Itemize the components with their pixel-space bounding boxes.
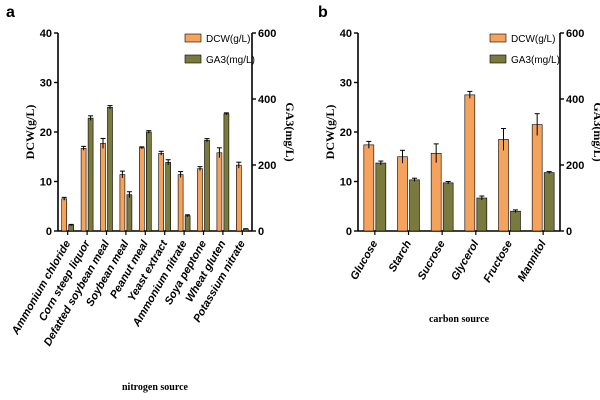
- panel-b-category-label: Glucose: [348, 239, 380, 283]
- panel-a-bar-dcw: [61, 198, 68, 232]
- panel-a-legend-swatch-ga3: [184, 54, 202, 64]
- panel-a-y-axis-title: DCW(g/L): [23, 105, 37, 160]
- panel-a-bar-dcw: [236, 164, 242, 232]
- panel-b-bar-ga3: [442, 182, 454, 232]
- panel-b-bar-ga3: [510, 210, 521, 232]
- panel-b-category-label: Glycerol: [449, 238, 482, 283]
- panel-b-y2-axis-title: GA3(mg/L): [591, 102, 600, 161]
- panel-b-legend-swatch-ga3: [489, 54, 507, 64]
- panel-a-bar-dcw: [139, 147, 145, 232]
- panel-b-right-tick-label: 200: [566, 160, 584, 172]
- panel-b-bar-ga3: [375, 162, 387, 232]
- panel-b-category-label: Mannitol: [516, 238, 549, 284]
- panel-b-category-label: Sucrose: [416, 239, 448, 283]
- panel-b-left-tick-label: 10: [340, 177, 352, 189]
- panel-a-bar-ga3: [184, 215, 191, 232]
- panel-a-legend-label-ga3: GA3(mg/L): [206, 55, 255, 66]
- panel-a-legend-swatch-dcw: [184, 33, 202, 43]
- panel-a-left-tick-label: 30: [40, 78, 52, 90]
- panel-b-legend: DCW(g/L) GA3(mg/L): [489, 33, 560, 66]
- panel-b-left-tick-label: 0: [346, 226, 352, 238]
- panel-a-bar-dcw: [100, 143, 106, 232]
- panel-a-legend-label-dcw: DCW(g/L): [206, 34, 250, 45]
- panel-a-label: a: [6, 4, 15, 21]
- panel-a-left-tick-label: 0: [46, 226, 52, 238]
- panel-a-bar-ga3: [204, 139, 210, 232]
- panel-b-bar-dcw: [430, 152, 442, 232]
- panel-b-right-tick-label: 600: [566, 28, 584, 40]
- panel-a-right-tick-label: 400: [258, 94, 276, 106]
- panel-a-bar-ga3: [165, 162, 171, 232]
- panel-b-right-tick-label: 0: [566, 226, 572, 238]
- panel-b-label: b: [318, 4, 328, 21]
- panel-a-left-tick-label: 40: [40, 28, 52, 40]
- panel-a-right-tick-label: 200: [258, 160, 276, 172]
- panel-a-bar-ga3: [126, 194, 133, 232]
- panel-b-bar-dcw: [531, 124, 543, 232]
- panel-a-legend: DCW(g/L) GA3(mg/L): [184, 33, 255, 66]
- panel-b-legend-label-ga3: GA3(mg/L): [511, 55, 560, 66]
- panel-b-left-tick-label: 40: [340, 28, 352, 40]
- panel-a-bar-dcw: [197, 168, 203, 232]
- panel-a-bar-ga3: [107, 106, 113, 232]
- panel-a-x-axis-title: nitrogen source: [122, 382, 189, 393]
- panel-b-bar-dcw: [464, 94, 476, 232]
- panel-a-bar-dcw: [158, 152, 164, 232]
- panel-a-bar-dcw: [80, 148, 87, 232]
- panel-a-left-tick-label: 10: [40, 177, 52, 189]
- panel-a-bar-ga3: [87, 117, 94, 232]
- panel-a-y2-axis-title: GA3(mg/L): [283, 102, 297, 161]
- panel-b-bar-ga3: [409, 179, 420, 232]
- panel-b-bar-dcw: [363, 144, 375, 232]
- panel-b-bar-dcw: [397, 156, 408, 232]
- panel-a-bar-dcw: [119, 174, 126, 232]
- panel-b-left-tick-label: 30: [340, 78, 352, 90]
- panel-a-left-tick-label: 20: [40, 127, 52, 139]
- panel-b-bar-ga3: [543, 172, 555, 232]
- panel-b-bar-dcw: [498, 139, 509, 232]
- panel-a-bar-dcw: [177, 174, 184, 232]
- panel-a-bar-ga3: [223, 113, 230, 232]
- panel-b-legend-label-dcw: DCW(g/L): [511, 34, 555, 45]
- panel-b-x-axis-title: carbon source: [429, 314, 490, 325]
- panel-b-y-axis-title: DCW(g/L): [323, 105, 337, 160]
- panel-b-category-label: Starch: [387, 238, 415, 274]
- panel-a-bar-dcw: [216, 152, 223, 232]
- panel-a-bar-ga3: [146, 131, 152, 232]
- panel-b-bar-ga3: [476, 197, 488, 232]
- panel-a-right-tick-label: 0: [258, 226, 264, 238]
- panel-b-left-tick-label: 20: [340, 127, 352, 139]
- panel-b-legend-swatch-dcw: [489, 33, 507, 43]
- panel-b-right-tick-label: 400: [566, 94, 584, 106]
- panel-a-right-tick-label: 600: [258, 28, 276, 40]
- panel-a-bar-ga3: [68, 224, 74, 232]
- panel-b-category-label: Fructose: [481, 239, 515, 285]
